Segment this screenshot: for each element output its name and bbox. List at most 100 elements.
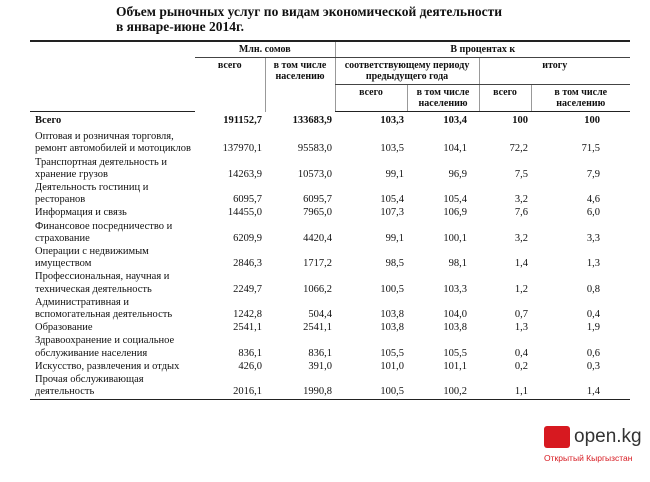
table-row: Всего 191152,7 133683,9 103,3 103,4 100 100 — [30, 112, 630, 132]
cell: 0,3 — [586, 360, 601, 372]
cell: 98,5 — [385, 258, 405, 270]
cell: 6209,9 — [233, 232, 262, 244]
cell: 3,3 — [586, 232, 601, 244]
cell: 99,1 — [385, 168, 405, 180]
row-label: Здравоохранение и социальное обслуживани… — [35, 335, 175, 359]
header-cell: всего — [217, 60, 242, 71]
table-row: Деятельность гостиниц и ресторанов 6095,7… — [30, 182, 630, 207]
table-row: Искусство, развлечения и отдых 426,0 391,0… — [30, 361, 630, 374]
header-cell — [30, 40, 195, 58]
cell: 1717,2 — [303, 258, 333, 270]
cell: 104,0 — [443, 309, 468, 321]
cell: 106,9 — [443, 207, 468, 219]
table-row: Профессиональная, научная и техническая … — [30, 271, 630, 296]
cell: 3,2 — [514, 194, 529, 206]
cell: 391,0 — [308, 360, 333, 372]
watermark-caption: Открытый Кыргызстан — [544, 453, 633, 463]
cell: 103,8 — [380, 309, 405, 321]
header-cell: всего — [334, 84, 408, 112]
watermark: open.kg Открытый Кыргызстан — [540, 422, 648, 468]
cell: 103,4 — [443, 115, 468, 126]
cell: 100,2 — [407, 374, 480, 401]
cell: 7965,0 — [303, 207, 333, 219]
cell: 1,9 — [586, 322, 601, 334]
cell: 191152,7 — [223, 115, 262, 126]
row-label: Деятельность гостиниц и ресторанов — [35, 182, 149, 206]
title-line: Объем рыночных услуг по видам экономичес… — [116, 4, 502, 19]
cell: 1,2 — [514, 283, 529, 295]
row-label: Образование — [35, 322, 93, 334]
cell: 1,3 — [586, 258, 601, 270]
row-label: Операции с недвижимым имуществом — [35, 246, 149, 270]
cell: 0,8 — [586, 283, 601, 295]
cell: 105,4 — [443, 194, 468, 206]
cell: 2016,1 — [195, 374, 265, 401]
cell: 98,1 — [448, 258, 468, 270]
cell: 104,1 — [443, 143, 468, 155]
cell: 6095,7 — [233, 194, 262, 206]
cell: 1,1 — [479, 374, 532, 401]
header-cell: итогу — [478, 57, 631, 85]
table-row: Здравоохранение и социальное обслуживани… — [30, 335, 630, 360]
cell: 103,3 — [380, 115, 405, 126]
row-label: Финансовое посредничество и страхование — [35, 220, 173, 244]
row-label: Всего — [35, 115, 62, 126]
cell: 4420,4 — [303, 232, 333, 244]
cell: 133683,9 — [292, 115, 333, 126]
table: Млн. сомов В процентах к всего в том чис… — [30, 40, 631, 401]
cell: 7,6 — [514, 207, 529, 219]
table-row: Операции с недвижимым имуществом 2846,3 17… — [30, 246, 630, 271]
table-body: Всего 191152,7 133683,9 103,3 103,4 100 100 Опт… — [30, 112, 631, 401]
header-cell — [30, 84, 195, 112]
cell: 101,0 — [380, 360, 405, 372]
cell: 103,8 — [443, 322, 468, 334]
cell: 72,2 — [509, 143, 529, 155]
table-row: Административная и вспомогательная деяте… — [30, 297, 630, 322]
title-line: в январе-июне 2014г. — [116, 19, 245, 34]
cell: 105,5 — [443, 347, 468, 359]
cell: 0,6 — [586, 347, 601, 359]
table-row: Финансовое посредничество и страхование 6… — [30, 221, 630, 246]
cell: 100,5 — [335, 374, 408, 401]
header-group: В процентах к — [334, 40, 631, 58]
cell: 2846,3 — [233, 258, 262, 270]
cell: 0,4 — [514, 347, 529, 359]
watermark-logo: open.kg — [574, 426, 642, 447]
header-cell — [30, 58, 195, 85]
row-label: Профессиональная, научная и техническая … — [35, 271, 170, 295]
header-cell: в том числе населению — [264, 57, 336, 112]
cell: 2249,7 — [233, 283, 262, 295]
cell: 1242,8 — [233, 309, 262, 321]
cell: 100 — [584, 115, 601, 126]
header-cell: в том числе населению — [530, 84, 631, 112]
cell: 0,2 — [514, 360, 529, 372]
cell: 105,4 — [380, 194, 405, 206]
table-row: Оптовая и розничная торговля, ремонт авт… — [30, 131, 630, 156]
cell: 0,7 — [514, 309, 529, 321]
header-cell: всего — [478, 84, 532, 112]
cell: 71,5 — [581, 143, 601, 155]
row-label: Прочая обслуживающая деятельность — [30, 374, 195, 401]
cell: 7,9 — [586, 168, 601, 180]
cell: 836,1 — [238, 347, 262, 359]
cell: 6,0 — [586, 207, 601, 219]
cell: 836,1 — [308, 347, 333, 359]
title: Объем рыночных услуг по видам экономичес… — [116, 4, 502, 34]
cell: 1,4 — [514, 258, 529, 270]
row-label: Оптовая и розничная торговля, ремонт авт… — [35, 131, 191, 155]
cell: 103,8 — [380, 322, 405, 334]
cell: 1,4 — [531, 374, 631, 401]
cell: 1066,2 — [303, 283, 333, 295]
header-group: Млн. сомов — [195, 40, 336, 58]
cell: 107,3 — [380, 207, 405, 219]
cell: 10573,0 — [297, 168, 333, 180]
cell: 14263,9 — [227, 168, 262, 180]
row-label: Транспортная деятельность и хранение гру… — [35, 156, 168, 180]
table-row: Транспортная деятельность и хранение гру… — [30, 157, 630, 182]
cell: 4,6 — [586, 194, 601, 206]
cell: 0,4 — [586, 309, 601, 321]
cell: 426,0 — [238, 360, 262, 372]
cell: 95583,0 — [297, 143, 333, 155]
table-row: Образование 2541,1 2541,1 103,8 103,8 1,3 1,9 — [30, 322, 630, 335]
